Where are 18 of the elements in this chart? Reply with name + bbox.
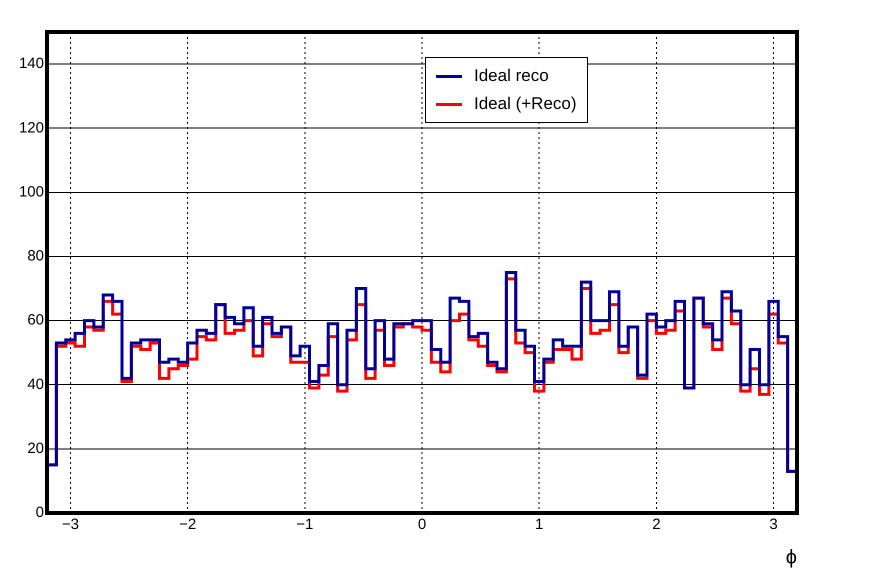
x-tick-label: 0 (418, 516, 426, 534)
y-tick-label: 100 (18, 183, 44, 200)
x-tick-label: 2 (652, 516, 661, 534)
y-tick-label: 120 (18, 119, 44, 136)
legend-label: Ideal reco (474, 66, 549, 86)
x-tick-label: −3 (62, 516, 79, 534)
x-axis-title: ϕ (786, 546, 797, 569)
y-tick-label: 80 (27, 248, 44, 265)
x-tick-label: −2 (179, 516, 196, 534)
y-tick-label: 0 (36, 504, 44, 522)
y-tick-label: 60 (27, 312, 44, 329)
x-tick-label: 3 (769, 516, 778, 534)
x-tick-label: −1 (296, 516, 314, 534)
x-tick-label: 1 (535, 516, 544, 534)
legend-label: Ideal (+Reco) (474, 94, 577, 114)
y-tick-label: 40 (27, 376, 44, 393)
y-tick-label: 20 (27, 440, 44, 458)
y-tick-label: 140 (18, 55, 44, 72)
